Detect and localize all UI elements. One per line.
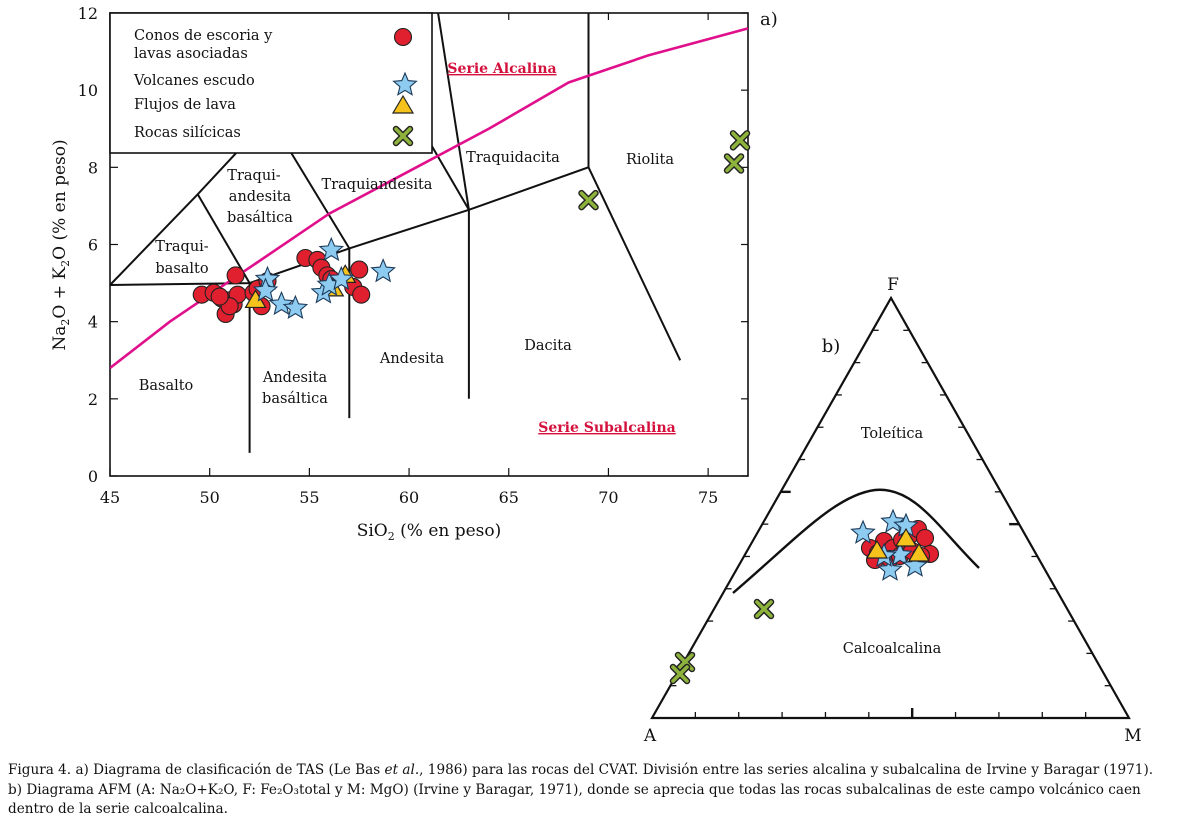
legend-label-silicicas: Rocas silícicas [134, 125, 241, 141]
x-tick-label: 75 [698, 488, 718, 507]
figure-canvas: 45 50 55 60 65 70 75 0 2 4 6 8 10 12 Traqui- basalto … [50, 4, 1142, 746]
field-traquidacita: Traquidacita [466, 150, 560, 166]
field-boundary [437, 13, 470, 210]
tas-y-axis-title: Na2O + K2O (% en peso) [50, 139, 72, 350]
vertex-a-label: A [643, 726, 657, 746]
legend-label-conos-2: lavas asociadas [134, 46, 248, 62]
y-tick-label: 6 [88, 236, 98, 255]
tas-point-cono [352, 285, 371, 304]
serie-alcalina-label: Serie Alcalina [447, 61, 556, 77]
field-dacita: Dacita [524, 338, 572, 354]
tas-x-axis-title: SiO2 (% en peso) [357, 521, 502, 543]
field-traquibasalto-2: basalto [155, 261, 208, 277]
field-riolita: Riolita [626, 152, 674, 168]
tas-ticks: 45 50 55 60 65 70 75 0 2 4 6 8 10 12 [78, 4, 748, 507]
alkaline-subalkaline-divider [110, 27, 748, 370]
afm-ticks [670, 329, 1111, 718]
afm-point-flujo [907, 542, 931, 562]
tas-chart: 45 50 55 60 65 70 75 0 2 4 6 8 10 12 Traqui- basalto … [50, 4, 778, 543]
tas-legend: Conos de escoria y lavas asociadas Volca… [133, 27, 418, 147]
field-andesita-basaltica-2: basáltica [262, 391, 328, 407]
field-traquiandesita-basaltica-1: Traqui- [227, 168, 281, 184]
figure-caption: Figura 4. a) Diagrama de clasificación d… [8, 761, 1188, 820]
field-andesita-basaltica-1: Andesita [262, 370, 328, 386]
afm-point-flujo [894, 527, 918, 547]
tas-point-cono [210, 287, 229, 306]
afm-triangle [650, 295, 1131, 720]
tas-point-escudo [328, 265, 355, 291]
x-tick-label: 60 [399, 488, 419, 507]
caption-line-b: b) Diagrama AFM (A: Na₂O+K₂O, F: Fe₂O₃to… [8, 781, 1141, 818]
tas-point-cono [350, 260, 369, 279]
y-tick-label: 0 [88, 467, 98, 486]
tas-point-silicica [578, 189, 599, 211]
panel-a-label: a) [760, 9, 778, 30]
tas-legend-box [109, 12, 433, 154]
tas-point-silicica [729, 130, 751, 151]
tas-point-silicica [723, 153, 745, 174]
tas-data-points [192, 130, 751, 324]
x-tick-label: 65 [499, 488, 519, 507]
x-tick-label: 50 [200, 488, 220, 507]
x-tick-label: 55 [299, 488, 319, 507]
y-tick-label: 4 [88, 313, 98, 332]
y-tick-label: 8 [88, 158, 98, 177]
afm-point-escudo [850, 519, 876, 544]
caption-line-a: Figura 4. a) Diagrama de clasificación d… [8, 762, 1154, 778]
afm-point-flujo [865, 539, 889, 559]
field-calcoalcalina: Calcoalcalina [843, 641, 942, 657]
afm-chart: F A M b) Toleítica Calcoalcalina [643, 275, 1142, 746]
afm-point-escudo [877, 556, 903, 581]
serie-subalcalina-label: Serie Subalcalina [538, 420, 675, 436]
tas-point-escudo [268, 290, 295, 316]
tas-point-escudo [318, 236, 345, 262]
legend-marker-escudo [392, 71, 418, 96]
y-tick-label: 2 [88, 390, 98, 409]
y-tick-label: 10 [78, 81, 98, 100]
vertex-f-label: F [887, 275, 899, 295]
field-traquiandesita-basaltica-2: andesita [229, 189, 292, 205]
legend-marker-silicica [392, 125, 414, 147]
legend-markers [391, 27, 418, 147]
tas-field-labels: Traqui- basalto Traqui- andesita basálti… [139, 150, 675, 407]
afm-point-escudo [887, 541, 913, 566]
panel-b-label: b) [822, 336, 841, 357]
legend-marker-cono [393, 27, 413, 47]
legend-label-conos-1: Conos de escoria y [134, 28, 273, 44]
vertex-m-label: M [1124, 726, 1141, 746]
field-traquibasalto-1: Traqui- [155, 239, 209, 255]
afm-data-points [669, 508, 940, 685]
tas-point-cono [226, 266, 245, 285]
tas-point-escudo [252, 277, 279, 302]
tholeiitic-calcalkaline-boundary [732, 488, 980, 594]
afm-point-silicica [753, 598, 775, 620]
legend-label-escudo: Volcanes escudo [133, 73, 255, 89]
tas-point-escudo [282, 294, 309, 320]
x-tick-label: 70 [598, 488, 618, 507]
tas-point-escudo [370, 258, 396, 283]
field-toleitica: Toleítica [861, 426, 924, 442]
field-basalto: Basalto [139, 378, 194, 394]
field-traquiandesita-basaltica-3: basáltica [227, 210, 293, 226]
x-tick-label: 45 [100, 488, 120, 507]
field-andesita: Andesita [379, 351, 445, 367]
legend-marker-flujo [391, 94, 415, 114]
afm-point-silicica [669, 663, 691, 685]
legend-label-flujos: Flujos de lava [134, 97, 236, 113]
afm-point-escudo [902, 552, 928, 577]
field-traquiandesita: Traquiandesita [322, 177, 433, 193]
y-tick-label: 12 [78, 4, 98, 23]
